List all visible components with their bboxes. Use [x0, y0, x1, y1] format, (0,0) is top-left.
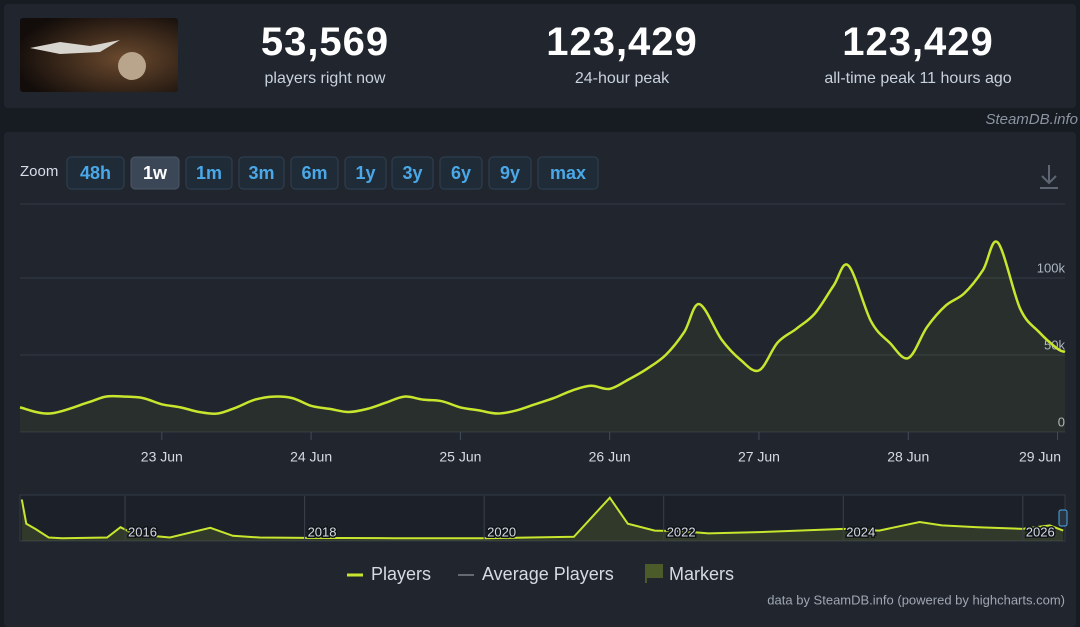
zoom-button[interactable]: 48h: [66, 156, 125, 190]
navigator-handle[interactable]: [1058, 509, 1068, 527]
navigator-bg: [19, 494, 1066, 542]
zoom-button-bg: [185, 156, 233, 190]
navigator-line: [20, 496, 1064, 540]
thumbnail-art: [20, 18, 178, 92]
players-line: [19, 240, 1066, 415]
zoom-button[interactable]: 1w: [130, 156, 180, 190]
zoom-button-label: 6m: [301, 163, 327, 183]
game-thumbnail[interactable]: [20, 18, 178, 92]
navigator-tick-label: 2022: [667, 524, 696, 539]
zoom-button-label: 1w: [143, 163, 168, 183]
thumb-figure: [118, 52, 146, 80]
zoom-button[interactable]: 1y: [344, 156, 387, 190]
y-tick-label: 0: [1058, 414, 1065, 429]
navigator-tick-label: 2020: [487, 524, 516, 539]
x-tick-label: 29 Jun: [1019, 449, 1061, 465]
navigator-tick-label: 2026: [1026, 524, 1055, 539]
zoom-button-label: max: [550, 163, 586, 183]
zoom-button-label: 9y: [500, 163, 520, 183]
watermark: SteamDB.info: [985, 111, 1078, 128]
zoom-button-label: 1y: [355, 163, 375, 183]
zoom-button-bg: [238, 156, 285, 190]
zoom-button[interactable]: 3m: [238, 156, 285, 190]
legend-label: Markers: [669, 564, 734, 584]
stat-current: 53,569 players right now: [185, 18, 465, 88]
x-tick-label: 23 Jun: [141, 449, 183, 465]
zoom-button[interactable]: 9y: [488, 156, 532, 190]
zoom-button-bg: [344, 156, 387, 190]
navigator-tick-label: 2024: [846, 524, 875, 539]
stat-value: 53,569: [260, 20, 390, 64]
zoom-button-label: 1m: [196, 163, 222, 183]
stat-label: players right now: [264, 70, 386, 87]
navigator-tick-label: 2018: [308, 524, 337, 539]
thumb-bg: [20, 18, 178, 92]
legend-label: Average Players: [482, 564, 614, 584]
legend-players[interactable]: Players: [347, 564, 431, 584]
zoom-button[interactable]: 3y: [391, 156, 434, 190]
stats-panel: 53,569 players right now 123,429 24-hour…: [4, 4, 1076, 108]
x-tick-label: 26 Jun: [589, 449, 631, 465]
navigator-area: [21, 497, 1064, 541]
zoom-button[interactable]: 6y: [439, 156, 483, 190]
credits: data by SteamDB.info (powered by highcha…: [767, 592, 1065, 607]
zoom-button-bg: [488, 156, 532, 190]
x-tick-label: 25 Jun: [439, 449, 481, 465]
stat-alltime: 123,429 all-time peak 11 hours ago: [778, 18, 1058, 88]
zoom-button-bg: [66, 156, 125, 190]
stat-value: 123,429: [842, 20, 994, 64]
y-tick-label: 100k: [1037, 260, 1066, 275]
x-tick-label: 27 Jun: [738, 449, 780, 465]
stat-label: 24-hour peak: [574, 70, 670, 87]
zoom-button-bg: [439, 156, 483, 190]
zoom-button-label: 48h: [80, 163, 111, 183]
zoom-label: Zoom: [20, 163, 58, 180]
legend-average[interactable]: Average Players: [458, 564, 614, 584]
chart-panel: [4, 132, 1076, 627]
legend-label: Players: [371, 564, 431, 584]
legend-swatch: [645, 564, 663, 583]
zoom-button-bg: [290, 156, 339, 190]
stat-value: 123,429: [546, 20, 698, 64]
download-button[interactable]: [1040, 165, 1058, 189]
players-area: [20, 241, 1065, 432]
zoom-button-label: 3y: [402, 163, 422, 183]
x-tick-label: 24 Jun: [290, 449, 332, 465]
zoom-button-bg: [537, 156, 599, 190]
legend-markers[interactable]: Markers: [645, 564, 734, 584]
zoom-button-bg: [130, 156, 180, 190]
zoom-button[interactable]: 6m: [290, 156, 339, 190]
zoom-button-label: 3m: [248, 163, 274, 183]
zoom-button-label: 6y: [451, 163, 471, 183]
navigator-tick-label: 2016: [128, 524, 157, 539]
stat-label: all-time peak 11 hours ago: [824, 70, 1012, 87]
zoom-button[interactable]: 1m: [185, 156, 233, 190]
zoom-button-bg: [391, 156, 434, 190]
x-tick-label: 28 Jun: [887, 449, 929, 465]
thumb-logo: [30, 40, 120, 54]
stat-24h: 123,429 24-hour peak: [482, 18, 762, 88]
zoom-button[interactable]: max: [537, 156, 599, 190]
download-icon: [1040, 165, 1058, 189]
